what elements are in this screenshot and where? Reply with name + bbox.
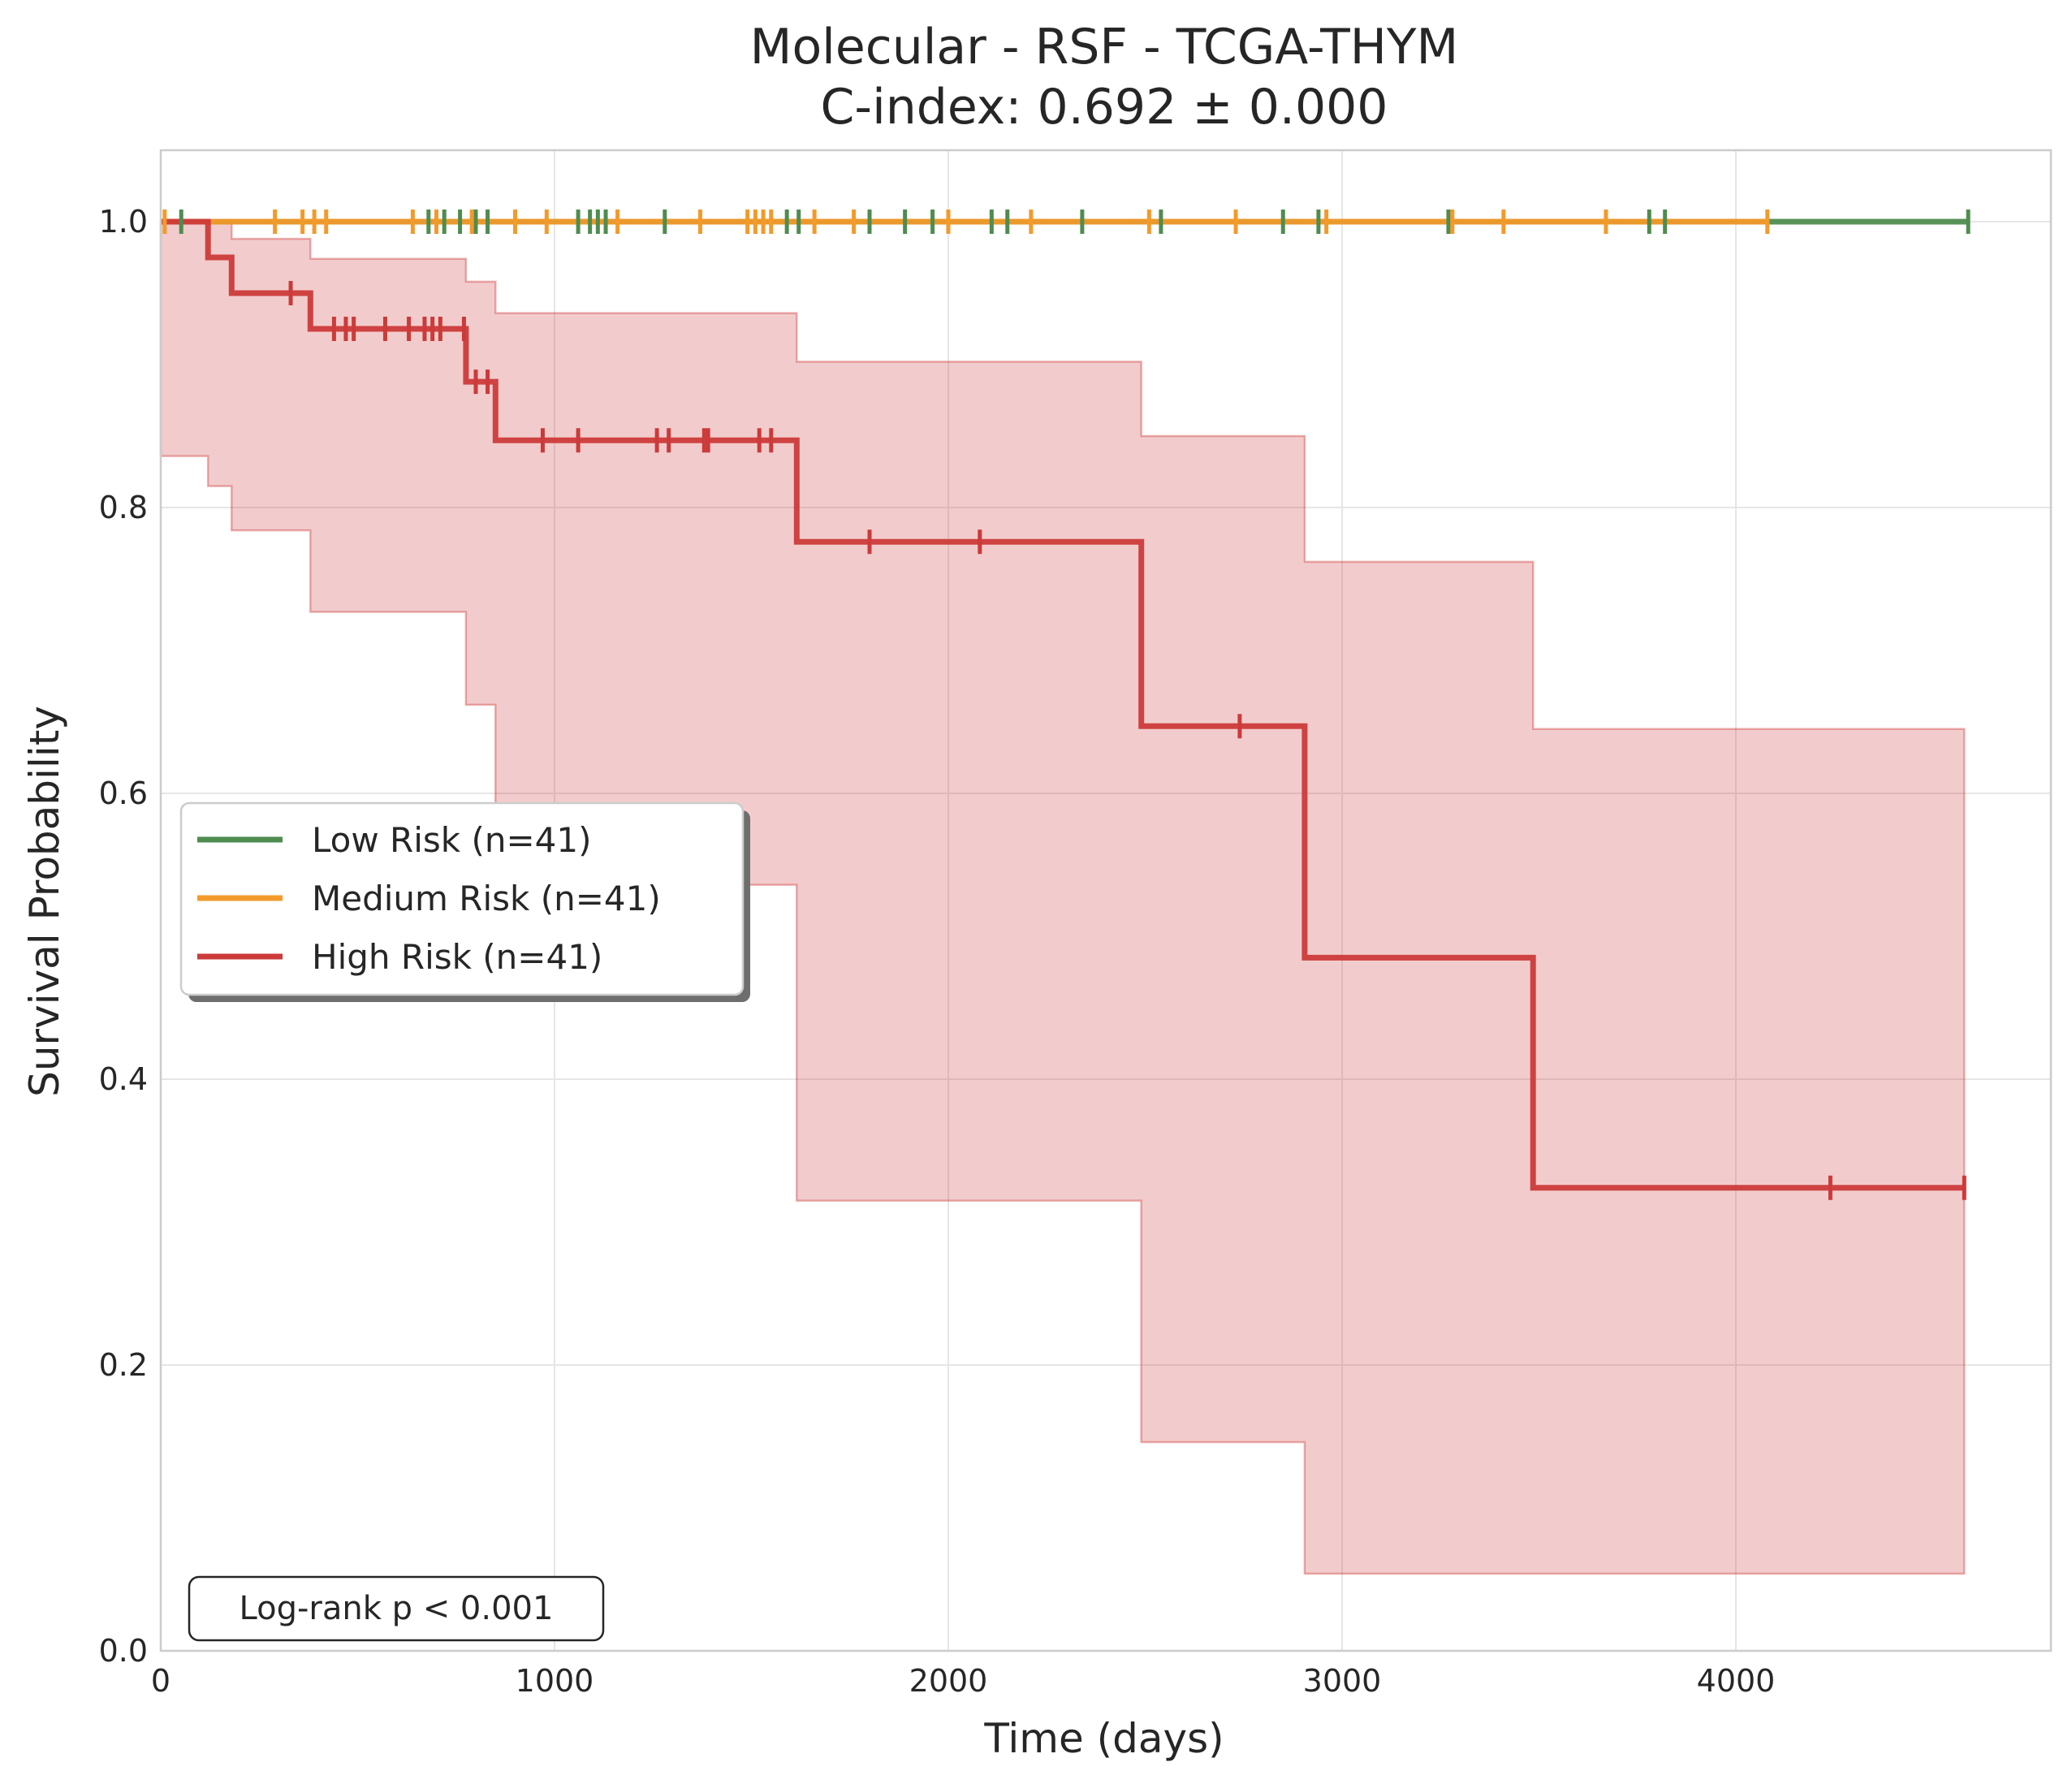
x-tick-label: 2000 (909, 1663, 988, 1699)
legend: Low Risk (n=41) Medium Risk (n=41) High Ri… (179, 801, 750, 1002)
x-tick-label: 0 (151, 1663, 171, 1699)
x-tick-label: 4000 (1697, 1663, 1776, 1699)
legend-label: Medium Risk (n=41) (312, 879, 661, 918)
legend-box (179, 801, 745, 996)
tick-labels: 0 1000 2000 3000 4000 0.0 0.2 0.4 0.6 0.8 1.0 (99, 204, 1776, 1699)
y-tick-label: 0.8 (99, 490, 148, 525)
x-tick-label: 3000 (1303, 1663, 1382, 1699)
logrank-text: Log-rank p < 0.001 (240, 1590, 554, 1627)
y-axis-label: Survival Probability (21, 706, 68, 1097)
x-axis-label: Time (days) (983, 1715, 1224, 1762)
censor-marks (162, 210, 1971, 1200)
confidence-band (159, 220, 1966, 1575)
y-tick-label: 0.6 (99, 775, 148, 811)
y-tick-label: 0.2 (99, 1347, 148, 1383)
y-tick-label: 0.0 (99, 1633, 148, 1669)
survival-curve (161, 218, 1965, 1191)
y-tick-label: 1.0 (99, 204, 148, 240)
chart-title: Molecular - RSF - TCGA-THYM (750, 19, 1459, 76)
y-tick-label: 0.4 (99, 1061, 148, 1097)
logrank-box (188, 1575, 605, 1642)
legend-label: Low Risk (n=41) (312, 820, 592, 860)
logrank-annotation: Log-rank p < 0.001 (188, 1575, 605, 1642)
chart-subtitle: C-index: 0.692 ± 0.000 (821, 79, 1388, 136)
confidence-bands (159, 220, 1966, 1575)
plot-frame (159, 149, 2053, 1652)
x-tick-label: 1000 (516, 1663, 594, 1699)
legend-label: High Risk (n=41) (312, 937, 602, 977)
